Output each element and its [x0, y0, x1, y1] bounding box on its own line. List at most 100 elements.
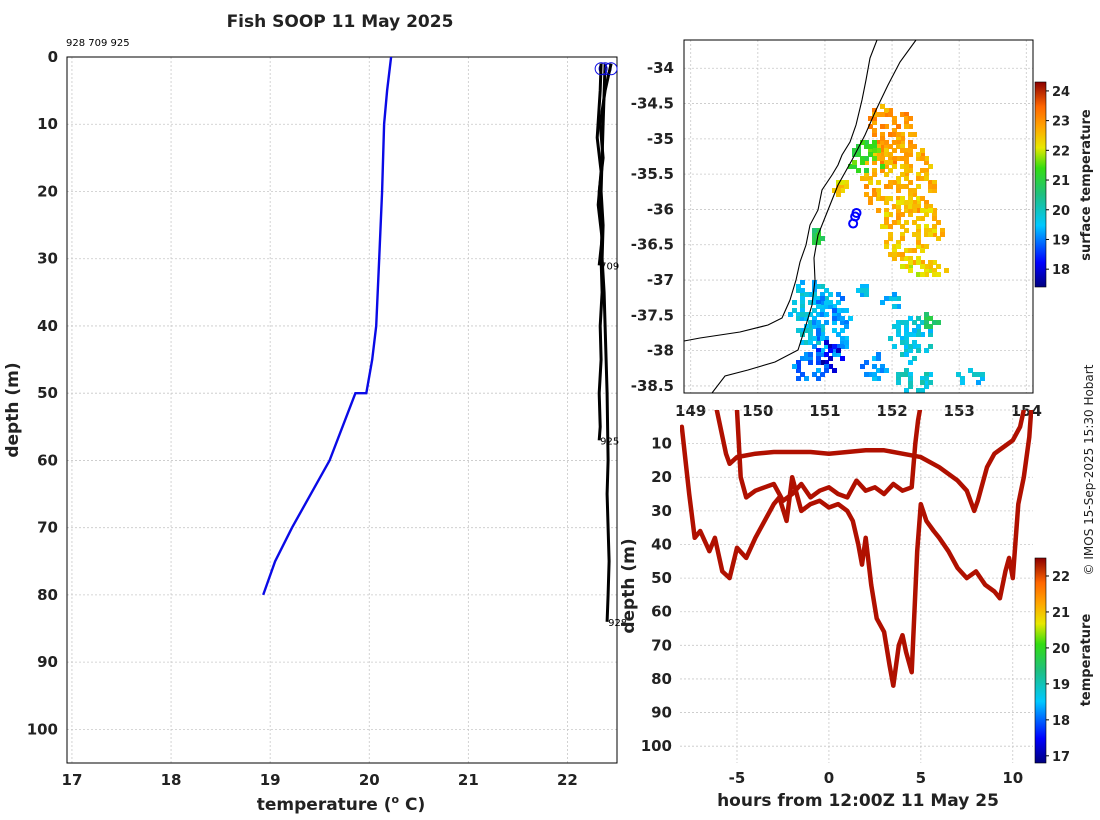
sst-pixel — [888, 212, 893, 217]
sst-pixel — [884, 124, 889, 129]
sst-pixel — [832, 320, 837, 325]
sst-pixel — [900, 320, 905, 325]
sst-pixel — [844, 180, 849, 185]
sst-pixel — [896, 380, 901, 385]
sst-pixel — [820, 352, 825, 357]
sst-pixel — [820, 292, 825, 297]
sst-pixel — [812, 316, 817, 321]
sst-pixel — [924, 380, 929, 385]
sst-pixel — [876, 192, 881, 197]
sst-pixel — [812, 228, 817, 233]
sst-pixel — [908, 116, 913, 121]
sst-pixel — [820, 336, 825, 341]
sst-pixel — [840, 188, 845, 193]
sst-pixel — [896, 296, 901, 301]
sst-pixel — [788, 312, 793, 317]
sst-pixel — [844, 308, 849, 313]
sst-pixel — [804, 324, 809, 329]
map-y-tick: -38 — [647, 342, 674, 360]
temperature-colorbar-tick: 19 — [1052, 678, 1070, 693]
sst-pixel — [808, 324, 813, 329]
sst-pixel — [888, 112, 893, 117]
sst-pixel — [908, 256, 913, 261]
sst-pixel — [804, 356, 809, 361]
sst-pixel — [800, 288, 805, 293]
sst-pixel — [920, 168, 925, 173]
sst-pixel — [872, 168, 877, 173]
sst-pixel — [880, 144, 885, 149]
sst-pixel — [880, 224, 885, 229]
sst-pixel — [892, 128, 897, 133]
sst-pixel — [916, 232, 921, 237]
sst-pixel — [912, 328, 917, 333]
sst-pixel — [904, 372, 909, 377]
temperature-colorbar-tick: 22 — [1052, 570, 1070, 585]
track-x-tick: 5 — [916, 769, 926, 787]
profile-x-tick: 18 — [161, 771, 182, 789]
sst-pixel — [980, 376, 985, 381]
sst-pixel — [844, 340, 849, 345]
sst-pixel — [828, 364, 833, 369]
sst-pixel — [816, 328, 821, 333]
sst-pixel — [872, 156, 877, 161]
sst-pixel — [976, 372, 981, 377]
sst-pixel — [880, 148, 885, 153]
sst-pixel — [812, 300, 817, 305]
sst-pixel — [800, 372, 805, 377]
profile-y-tick: 10 — [37, 115, 58, 133]
sst-pixel — [824, 320, 829, 325]
sst-pixel — [800, 328, 805, 333]
sst-pixel — [928, 184, 933, 189]
sst-pixel — [908, 264, 913, 269]
sst-pixel — [900, 236, 905, 241]
sst-pixel — [904, 164, 909, 169]
sst-pixel — [924, 384, 929, 389]
sst-pixel — [812, 372, 817, 377]
sst-pixel — [812, 296, 817, 301]
sst-pixel — [808, 320, 813, 325]
sst-pixel — [896, 184, 901, 189]
sst-pixel — [828, 292, 833, 297]
sst-pixel — [808, 292, 813, 297]
sst-pixel — [900, 372, 905, 377]
profile-x-tick: 20 — [359, 771, 380, 789]
track-y-tick: 30 — [651, 502, 672, 520]
track-y-tick: 40 — [651, 535, 672, 553]
sst-colorbar-tick: 22 — [1052, 144, 1070, 159]
sst-pixel — [824, 336, 829, 341]
sst-pixel — [876, 196, 881, 201]
sst-pixel — [864, 192, 869, 197]
sst-pixel — [884, 172, 889, 177]
sst-pixel — [892, 244, 897, 249]
sst-pixel — [864, 168, 869, 173]
sst-pixel — [904, 160, 909, 165]
map-y-tick: -36 — [647, 200, 674, 218]
sst-pixel — [872, 172, 877, 177]
profile-y-tick: 90 — [37, 653, 58, 671]
sst-pixel — [888, 144, 893, 149]
sst-pixel — [900, 256, 905, 261]
sst-pixel — [884, 112, 889, 117]
sst-pixel — [828, 304, 833, 309]
sst-pixel — [900, 212, 905, 217]
sst-pixel — [888, 160, 893, 165]
sst-pixel — [928, 264, 933, 269]
sst-pixel — [892, 296, 897, 301]
sst-patches — [788, 104, 985, 393]
sst-pixel — [800, 300, 805, 305]
sst-pixel — [920, 208, 925, 213]
sst-pixel — [800, 304, 805, 309]
sst-pixel — [816, 304, 821, 309]
sst-pixel — [828, 356, 833, 361]
track-y-tick: 50 — [651, 569, 672, 587]
sst-pixel — [808, 336, 813, 341]
sst-pixel — [868, 196, 873, 201]
sst-pixel — [836, 292, 841, 297]
sst-pixel — [836, 352, 841, 357]
sst-pixel — [896, 196, 901, 201]
sst-pixel — [836, 188, 841, 193]
sst-pixel — [916, 200, 921, 205]
sst-pixel — [912, 204, 917, 209]
sst-pixel — [840, 340, 845, 345]
sst-pixel — [896, 204, 901, 209]
